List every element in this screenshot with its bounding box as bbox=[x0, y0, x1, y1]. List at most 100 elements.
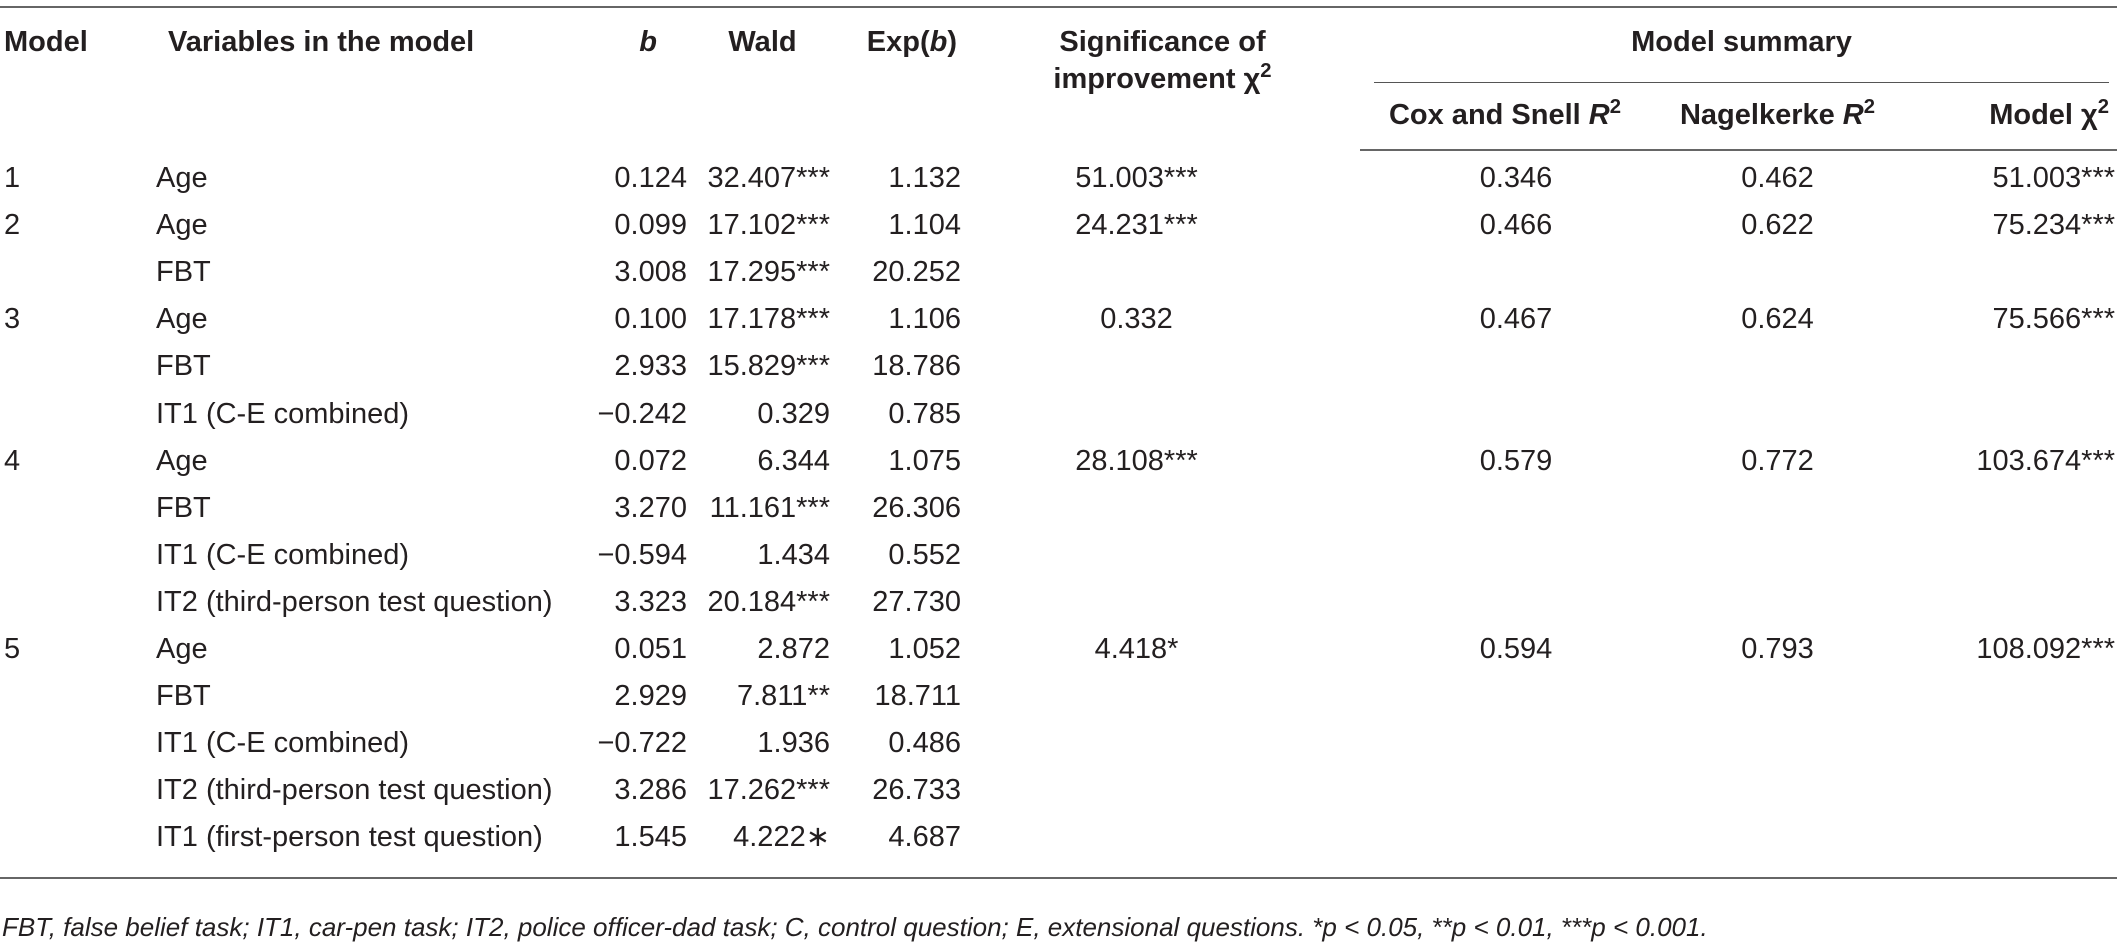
table-row: FBT 3.008 17.295*** 20.252 bbox=[0, 249, 2117, 296]
header-variables: Variables in the model bbox=[148, 6, 565, 150]
cell-model-chi bbox=[1905, 720, 2117, 767]
cell-b: 3.270 bbox=[614, 491, 687, 524]
cell-model-chi: 75.234*** bbox=[1992, 209, 2116, 242]
cell-b: 1.545 bbox=[565, 814, 695, 880]
cell-expb: 4.687 bbox=[830, 814, 965, 880]
table-row: FBT 2.929 7.811** 18.711 bbox=[0, 673, 2117, 720]
cell-wald: 17.178*** bbox=[707, 303, 830, 336]
cell-wald: 15.829*** bbox=[707, 350, 830, 383]
cell-model bbox=[0, 485, 148, 532]
cell-expb: 1.075 bbox=[888, 444, 961, 477]
cell-variable: IT2 (third-person test question) bbox=[156, 774, 553, 807]
cell-significance bbox=[965, 343, 1360, 390]
cell-cox-snell: 0.594 bbox=[1479, 632, 1553, 665]
cell-variable: FBT bbox=[156, 256, 211, 289]
cell-model bbox=[0, 390, 148, 437]
cell-expb: 1.104 bbox=[888, 209, 961, 242]
cell-model-chi bbox=[1905, 390, 2117, 437]
cell-significance bbox=[965, 532, 1360, 579]
cell-expb: 0.785 bbox=[888, 397, 961, 430]
cell-variable: Age bbox=[156, 161, 208, 194]
cell-variable: IT1 (C-E combined) bbox=[156, 727, 410, 760]
header-significance: Significance of improvement χ2 bbox=[965, 6, 1360, 150]
header-model: Model bbox=[0, 6, 148, 150]
cell-b: −0.594 bbox=[597, 538, 687, 571]
cell-model: 1 bbox=[4, 161, 21, 194]
cell-b: 0.099 bbox=[614, 209, 687, 242]
cell-b: 0.124 bbox=[614, 161, 687, 194]
cell-significance bbox=[965, 767, 1360, 814]
table-row: IT1 (C-E combined) −0.242 0.329 0.785 bbox=[0, 390, 2117, 437]
cell-wald: 17.295*** bbox=[707, 256, 830, 289]
cell-model-chi bbox=[1905, 767, 2117, 814]
cell-wald: 20.184*** bbox=[707, 585, 830, 618]
cell-b: 0.072 bbox=[614, 444, 687, 477]
cell-variable: FBT bbox=[156, 350, 211, 383]
cell-variable: Age bbox=[156, 444, 208, 477]
cell-expb: 27.730 bbox=[872, 585, 961, 618]
cell-significance bbox=[965, 390, 1360, 437]
cell-nagelkerke bbox=[1650, 532, 1905, 579]
cell-nagelkerke: 0.772 bbox=[1741, 444, 1814, 477]
table-row: FBT 2.933 15.829*** 18.786 bbox=[0, 343, 2117, 390]
cell-model: 4 bbox=[4, 444, 21, 477]
cell-wald: 4.222∗ bbox=[695, 814, 830, 880]
cell-variable: IT2 (third-person test question) bbox=[156, 585, 553, 618]
table-row: 1 Age 0.124 32.407*** 1.132 51.003*** 0.346 0.4… bbox=[0, 150, 2117, 202]
cell-model-chi bbox=[1905, 673, 2117, 720]
cell-model-chi bbox=[1905, 249, 2117, 296]
cell-variable: IT1 (first-person test question) bbox=[148, 814, 565, 880]
header-nagelkerke: Nagelkerke R2 bbox=[1650, 83, 1905, 151]
cell-expb: 18.786 bbox=[872, 350, 961, 383]
cell-wald: 1.936 bbox=[757, 727, 830, 760]
cell-model: 2 bbox=[4, 209, 21, 242]
cell-variable: Age bbox=[156, 632, 208, 665]
cell-model bbox=[0, 720, 148, 767]
cell-b: 3.286 bbox=[614, 774, 687, 807]
cell-model bbox=[0, 249, 148, 296]
cell-nagelkerke bbox=[1650, 343, 1905, 390]
cell-cox-snell: 0.579 bbox=[1479, 444, 1553, 477]
cell-nagelkerke bbox=[1650, 249, 1905, 296]
cell-wald: 17.262*** bbox=[707, 774, 830, 807]
cell-cox-snell bbox=[1360, 485, 1650, 532]
cell-b: 0.100 bbox=[614, 303, 687, 336]
cell-wald: 1.434 bbox=[757, 538, 830, 571]
table-row: 3 Age 0.100 17.178*** 1.106 0.332 0.467 0.624 75… bbox=[0, 296, 2117, 343]
cell-nagelkerke bbox=[1650, 720, 1905, 767]
cell-nagelkerke: 0.462 bbox=[1741, 162, 1814, 195]
header-expb: Exp(b) bbox=[830, 6, 965, 150]
table-row: 2 Age 0.099 17.102*** 1.104 24.231*** 0.466 0.6… bbox=[0, 202, 2117, 249]
cell-nagelkerke: 0.622 bbox=[1741, 209, 1814, 242]
cell-b: 3.323 bbox=[614, 585, 687, 618]
cell-model-chi bbox=[1905, 532, 2117, 579]
cell-expb: 1.106 bbox=[888, 303, 961, 336]
cell-significance: 24.231*** bbox=[1075, 209, 1198, 242]
table-row: FBT 3.270 11.161*** 26.306 bbox=[0, 485, 2117, 532]
cell-nagelkerke: 0.624 bbox=[1741, 303, 1814, 336]
cell-variable: IT1 (C-E combined) bbox=[156, 397, 410, 430]
table-body: 1 Age 0.124 32.407*** 1.132 51.003*** 0.346 0.4… bbox=[0, 150, 2117, 880]
cell-cox-snell bbox=[1360, 767, 1650, 814]
cell-wald: 2.872 bbox=[757, 632, 830, 665]
cell-expb: 1.132 bbox=[888, 161, 961, 194]
cell-variable: FBT bbox=[156, 680, 211, 713]
cell-model bbox=[0, 532, 148, 579]
header-cox-snell: Cox and Snell R2 bbox=[1360, 83, 1650, 151]
cell-nagelkerke bbox=[1650, 579, 1905, 626]
cell-cox-snell: 0.466 bbox=[1479, 209, 1553, 242]
cell-b: −0.722 bbox=[597, 727, 687, 760]
cell-expb: 0.552 bbox=[888, 538, 961, 571]
cell-model bbox=[0, 814, 148, 880]
cell-cox-snell: 0.346 bbox=[1479, 162, 1553, 195]
cell-significance bbox=[965, 485, 1360, 532]
cell-expb: 18.711 bbox=[874, 680, 961, 713]
cell-cox-snell bbox=[1360, 249, 1650, 296]
cell-expb: 0.486 bbox=[888, 727, 961, 760]
cell-nagelkerke bbox=[1650, 485, 1905, 532]
cell-expb: 26.733 bbox=[872, 774, 961, 807]
cell-significance: 4.418* bbox=[1094, 632, 1179, 665]
header-model-summary: Model summary bbox=[1360, 6, 2117, 83]
cell-model bbox=[0, 343, 148, 390]
